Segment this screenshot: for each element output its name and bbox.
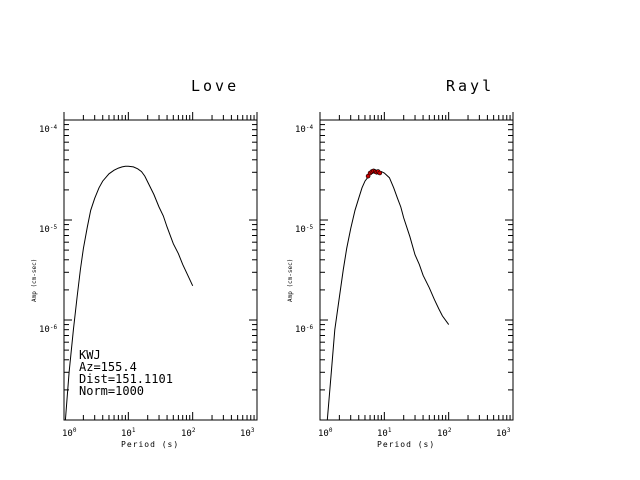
- rayleigh-y-tick-label: 10-6: [295, 324, 313, 335]
- azimuth-label: Az=155.4: [79, 360, 137, 374]
- observed-point: [377, 170, 383, 176]
- rayleigh-x-tick-label: 101: [377, 427, 392, 439]
- rayleigh-y-tick-label: 10-5: [295, 224, 313, 235]
- rayleigh-observed-points: [365, 168, 383, 179]
- norm-label: Norm=1000: [79, 384, 144, 398]
- rayleigh-panel: Rayl 10-4 10-5 10-6 100 101 102 103 Peri…: [287, 77, 514, 449]
- love-x-tick-label: 102: [181, 427, 196, 439]
- love-y-tick-label: 10-4: [39, 124, 57, 135]
- love-x-axis-label: Period (s): [121, 440, 179, 449]
- love-y-tick-label: 10-6: [39, 324, 57, 335]
- love-y-axis-label: Amp (cm-sec): [31, 259, 38, 302]
- rayleigh-x-tick-label: 103: [496, 427, 511, 439]
- love-x-tick-label: 101: [121, 427, 136, 439]
- love-y-tick-label: 10-5: [39, 224, 57, 235]
- rayleigh-x-tick-label: 102: [437, 427, 452, 439]
- rayleigh-title: Rayl: [446, 77, 494, 95]
- rayleigh-y-tick-label: 10-4: [295, 124, 313, 135]
- love-x-tick-label: 103: [240, 427, 255, 439]
- station-code: KWJ: [79, 348, 101, 362]
- rayleigh-y-axis-label: Amp (cm-sec): [287, 259, 294, 302]
- rayleigh-ticks: [319, 112, 514, 421]
- rayleigh-plot-frame: [319, 119, 514, 421]
- love-title: Love: [191, 77, 239, 95]
- love-plot-frame: [63, 119, 258, 421]
- love-x-tick-label: 100: [62, 427, 77, 439]
- love-amplitude-curve: [64, 165, 194, 421]
- distance-label: Dist=151.1101: [79, 372, 173, 386]
- rayleigh-x-tick-label: 100: [318, 427, 333, 439]
- love-panel: Love 10-4 10-5 10-6 100 101 102 103 Peri…: [31, 77, 258, 449]
- rayleigh-amplitude-curve: [326, 171, 450, 421]
- rayleigh-x-axis-label: Period (s): [377, 440, 435, 449]
